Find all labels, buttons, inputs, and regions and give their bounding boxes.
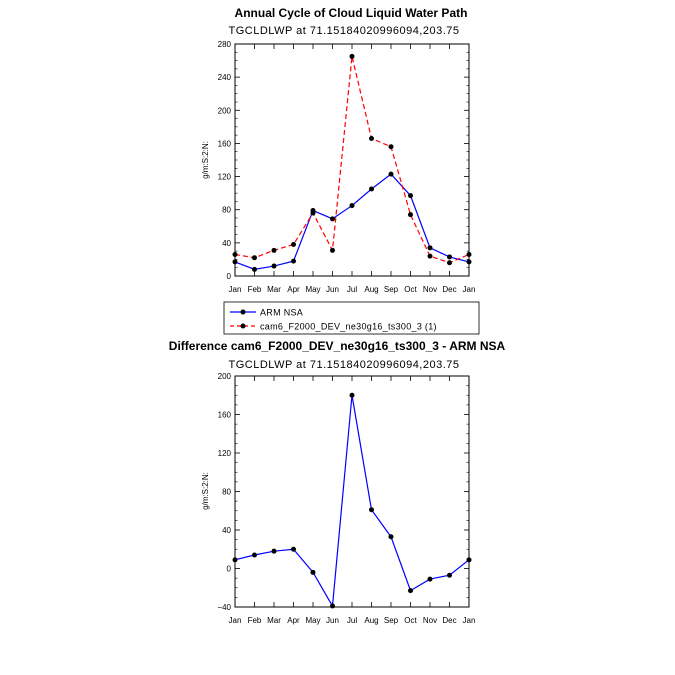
- chart-1-ticks: 0 40 80 120 160 200 240 280 Jan Feb Mar Apr May Jun Ju…: [218, 40, 476, 294]
- chart-1-ytick-label: 160: [218, 139, 232, 148]
- chart-1-xtick-label: Apr: [287, 285, 300, 294]
- chart-2-xtick-label: Jul: [347, 616, 357, 625]
- chart-2-ylabel: g/m:S:2:N:: [201, 472, 210, 510]
- chart-1-series-0-point: [271, 263, 277, 269]
- chart-1-series-0-point: [388, 171, 394, 177]
- chart-1-ytick-label: 200: [218, 106, 232, 115]
- chart-2-series-line-0: [234, 395, 470, 608]
- chart-1-series-1-point: [427, 253, 433, 259]
- chart-1-series-line-0: [234, 173, 470, 270]
- chart-2-ytick-label: 40: [222, 526, 231, 535]
- chart-1-xtick-label: Feb: [248, 285, 262, 294]
- chart-1-ytick-label: 240: [218, 73, 232, 82]
- chart-2-ytick-label: 0: [227, 565, 232, 574]
- chart-1-xtick-label: Aug: [364, 285, 378, 294]
- legend-marker-arm-nsa: [240, 309, 246, 315]
- chart-1-series-0-point: [447, 254, 452, 260]
- chart-1-series-0-point: [427, 245, 433, 251]
- chart-1-series-1-point: [291, 242, 296, 248]
- chart-difference: Difference cam6_F2000_DEV_ne30g16_ts300_…: [169, 339, 506, 625]
- legend-marker-cam6: [240, 323, 246, 329]
- chart-1-ytick-label: 40: [222, 239, 231, 248]
- chart-1-series-0-point: [252, 266, 257, 272]
- chart-2-plot-frame: [234, 375, 470, 608]
- chart-2-xtick-label: Jun: [326, 616, 339, 625]
- chart-2-series-0-point: [330, 603, 335, 609]
- chart-2-xtick-label: Feb: [248, 616, 262, 625]
- chart-1-series-1-point: [388, 144, 394, 150]
- chart-1-ytick-label: 0: [227, 272, 232, 281]
- chart-2-ytick-label: −40: [217, 603, 231, 612]
- chart-2-title: Difference cam6_F2000_DEV_ne30g16_ts300_…: [169, 339, 506, 353]
- chart-2-series-0-point: [310, 569, 316, 575]
- chart-2-xtick-label: May: [305, 616, 320, 625]
- chart-2-xtick-label: Dec: [442, 616, 456, 625]
- chart-2-series-0-point: [349, 392, 355, 398]
- chart-1-xtick-label: Mar: [267, 285, 281, 294]
- chart-1-series-1-point: [349, 53, 355, 59]
- chart-1-xtick-label: Jan: [229, 285, 242, 294]
- chart-2-xtick-label: Jan: [229, 616, 242, 625]
- chart-2-series-0-point: [291, 546, 296, 552]
- chart-1-xtick-label: Nov: [423, 285, 437, 294]
- chart-1-series-line-1: [234, 56, 470, 264]
- chart-1-xtick-label: Oct: [404, 285, 417, 294]
- chart-1-series-1-point: [447, 260, 452, 266]
- chart-2-series: [232, 392, 472, 609]
- chart-2-ytick-label: 80: [222, 488, 231, 497]
- chart-2-series-0-point: [271, 548, 277, 554]
- chart-1-series-0-point: [369, 186, 374, 192]
- chart-2-subtitle: TGCLDLWP at 71.15184020996094,203.75: [228, 359, 459, 371]
- chart-1-plot-frame: [234, 43, 470, 277]
- chart-2-xtick-label: Apr: [287, 616, 300, 625]
- chart-1-series-1-point: [330, 247, 335, 253]
- chart-2-series-0-point: [388, 534, 394, 540]
- chart-2-xtick-label: Oct: [404, 616, 417, 625]
- chart-1-subtitle: TGCLDLWP at 71.15184020996094,203.75: [228, 25, 459, 37]
- chart-2-ticks: −40 0 40 80 120 160 200 Jan Feb Mar Apr May Jun Jul Au…: [217, 372, 475, 625]
- chart-1-ylabel: g/m:S:2:N:: [201, 141, 210, 179]
- chart-1-series-1-point: [310, 210, 316, 216]
- chart-1-ytick-label: 120: [218, 173, 232, 182]
- chart-2-xtick-label: Sep: [384, 616, 399, 625]
- chart-1-xtick-label: Dec: [442, 285, 456, 294]
- chart-2-series-0-point: [369, 507, 374, 513]
- chart-1-series-1-point: [252, 255, 257, 261]
- chart-annual-cycle: Annual Cycle of Cloud Liquid Water Path …: [201, 6, 480, 335]
- chart-1-series-0-point: [291, 258, 296, 264]
- chart-2-series-0-point: [252, 552, 257, 558]
- chart-2-series-0-point: [408, 588, 413, 594]
- chart-1-legend: ARM NSA cam6_F2000_DEV_ne30g16_ts300_3 (…: [223, 301, 480, 335]
- chart-1-title: Annual Cycle of Cloud Liquid Water Path: [235, 6, 468, 20]
- legend-box: [223, 301, 480, 335]
- legend-label-cam6: cam6_F2000_DEV_ne30g16_ts300_3 (1): [260, 322, 437, 332]
- chart-1-xtick-label: Sep: [384, 285, 399, 294]
- chart-1-series-1-point: [369, 135, 374, 141]
- chart-2-xtick-label: Nov: [423, 616, 437, 625]
- chart-2-xtick-label: Jan: [463, 616, 476, 625]
- chart-1-xtick-label: Jul: [347, 285, 357, 294]
- legend-label-arm-nsa: ARM NSA: [260, 308, 303, 318]
- chart-2-xtick-label: Aug: [364, 616, 378, 625]
- chart-2-ytick-label: 160: [218, 411, 232, 420]
- chart-1-ytick-label: 280: [218, 40, 232, 49]
- chart-1-series-0-point: [408, 193, 413, 199]
- chart-1-series-1-point: [408, 212, 413, 218]
- chart-2-ytick-label: 120: [218, 449, 232, 458]
- chart-1-series-0-point: [330, 216, 335, 222]
- chart-2-series-0-point: [427, 576, 433, 582]
- chart-1-ytick-label: 80: [222, 206, 231, 215]
- chart-1-xtick-label: Jan: [463, 285, 476, 294]
- chart-2-series-0-point: [447, 572, 452, 578]
- chart-1-series-1-point: [271, 247, 277, 253]
- chart-1-series-0-point: [349, 203, 355, 209]
- chart-2-ytick-label: 200: [218, 372, 232, 381]
- chart-1-xtick-label: May: [305, 285, 320, 294]
- chart-1-series: [232, 53, 472, 272]
- chart-2-xtick-label: Mar: [267, 616, 281, 625]
- chart-1-xtick-label: Jun: [326, 285, 339, 294]
